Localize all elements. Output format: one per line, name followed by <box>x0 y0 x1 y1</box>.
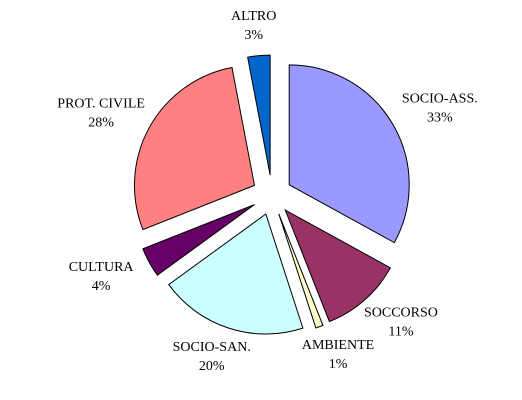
slice-value-label: 33% <box>427 111 453 126</box>
pie-slice <box>142 204 255 276</box>
slice-label: CULTURA <box>69 260 135 275</box>
slice-label: SOCCORSO <box>364 306 438 321</box>
slice-label: SOCIO-SAN. <box>173 340 251 355</box>
slice-value-label: 11% <box>388 325 413 340</box>
pie-slice <box>278 213 324 329</box>
pie-slice <box>247 54 271 176</box>
pie-slice <box>284 208 392 323</box>
slice-label: PROT. CIVILE <box>57 96 145 111</box>
pie-slice <box>133 66 256 231</box>
slice-value-label: 3% <box>244 28 263 43</box>
pie-slice <box>288 64 410 244</box>
slice-value-label: 1% <box>329 357 348 372</box>
pie-slice <box>168 213 304 335</box>
slice-label: SOCIO-ASS. <box>402 92 478 107</box>
slice-label: AMBIENTE <box>302 338 374 353</box>
slice-label: ALTRO <box>231 9 276 24</box>
slice-value-label: 4% <box>92 279 111 294</box>
slice-value-label: 20% <box>199 359 225 374</box>
slice-value-label: 28% <box>88 115 114 130</box>
